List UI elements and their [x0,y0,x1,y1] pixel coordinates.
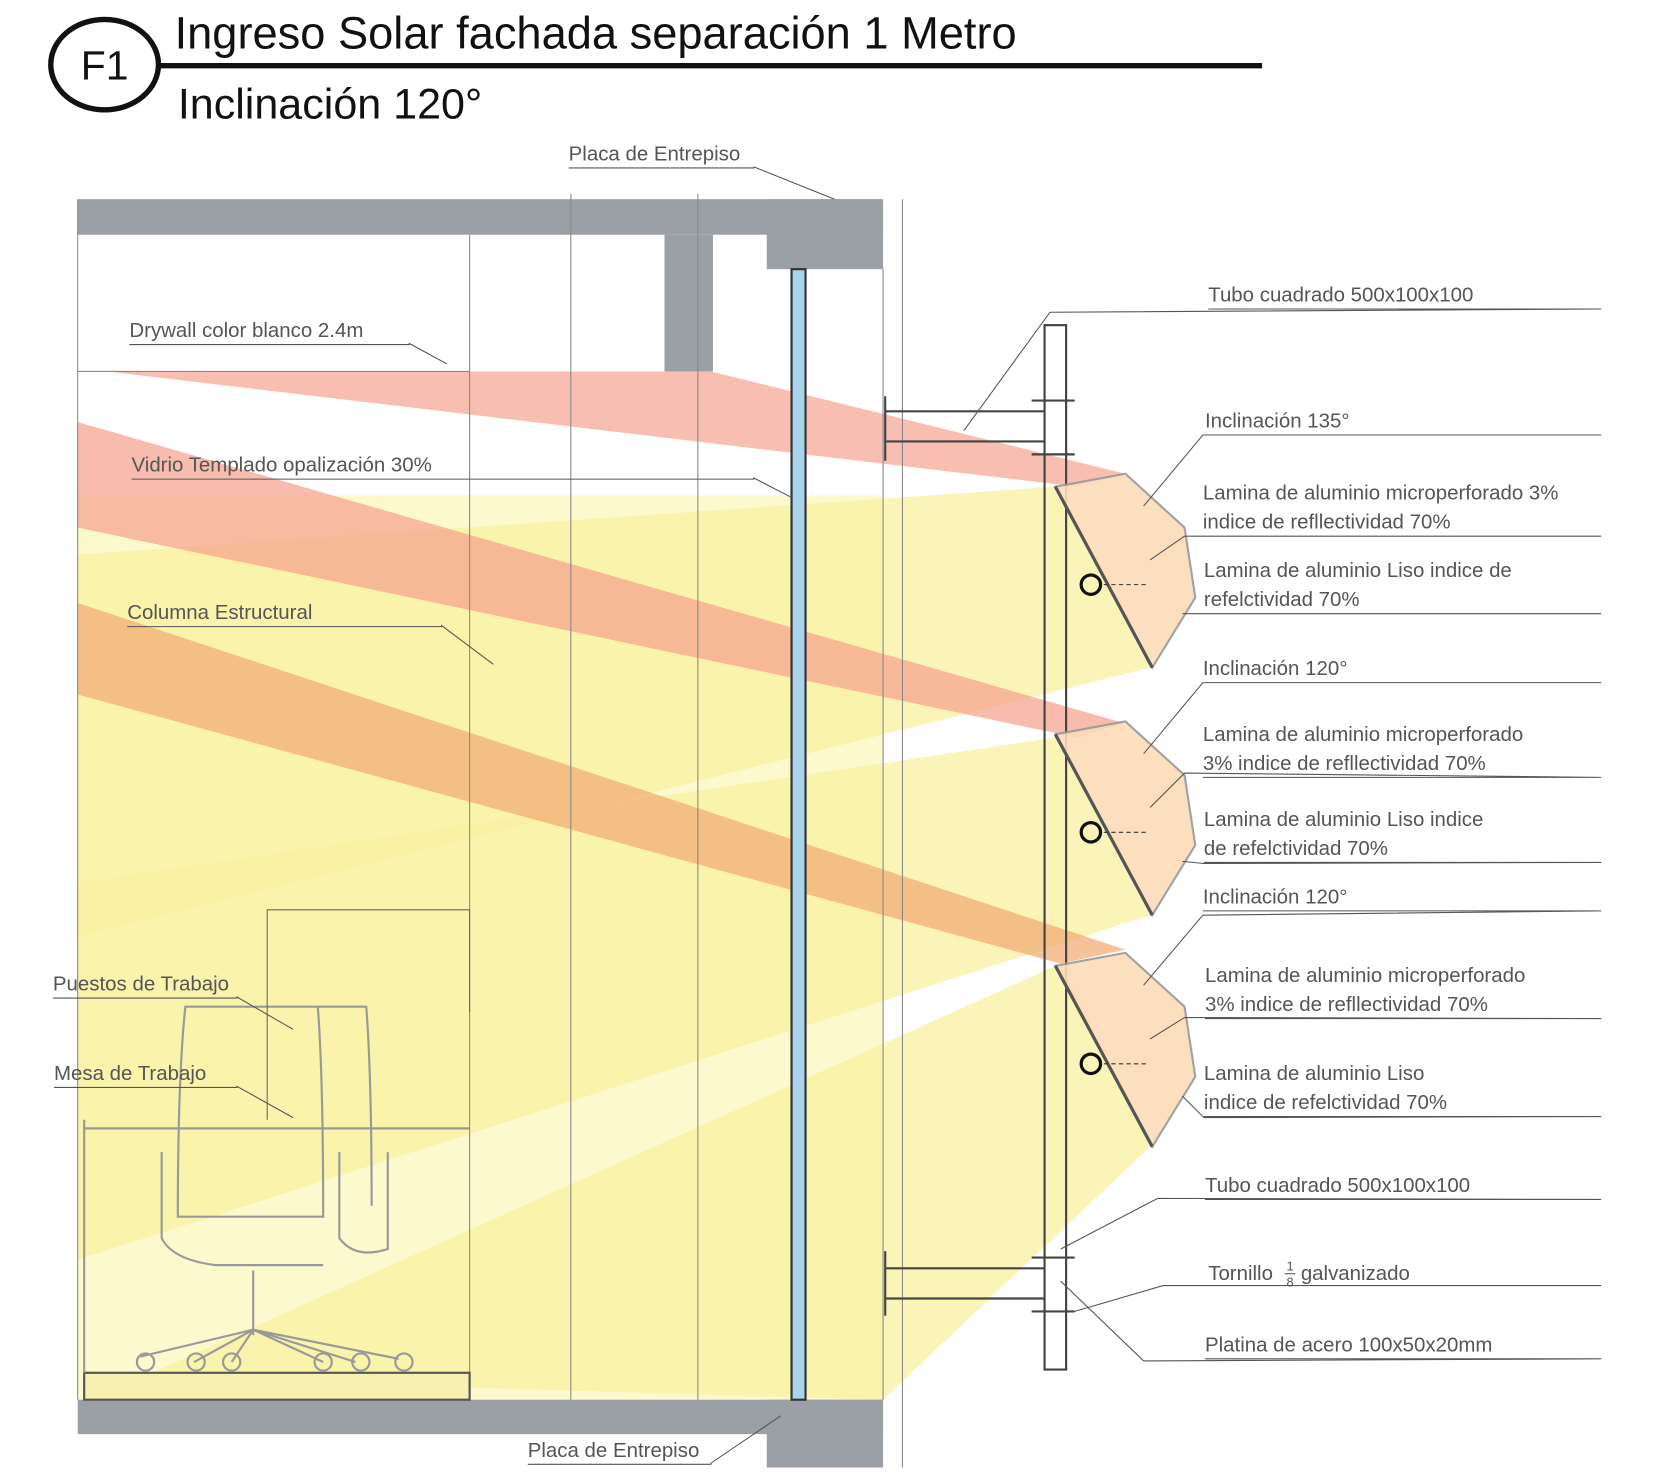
leader-line [1061,1198,1602,1249]
glass [792,269,806,1400]
annotation: Drywall color blanco 2.4m [129,319,447,364]
slab-top [78,199,883,235]
subtitle: Inclinación 120° [178,80,482,128]
annotation: Platina de acero 100x50x20mm [1061,1281,1602,1361]
annotation-text: Mesa de Trabajo [54,1062,206,1085]
annotation-text: 3% indice de refllectividad 70% [1203,752,1486,775]
annotation-text: Placa de Entrepiso [569,142,741,165]
bolt-prefix: Tornillo [1208,1262,1273,1285]
leader-line [1182,861,1601,863]
bolt-denominator: 8 [1286,1275,1293,1290]
leader-line [129,343,447,363]
annotation-text: Tubo cuadrado 500x100x100 [1208,283,1473,306]
annotation-text: Inclinación 135° [1205,409,1350,432]
annotation-text: Tubo cuadrado 500x100x100 [1205,1174,1470,1197]
annotation: Lamina de aluminio microperforado 3% indi… [1150,482,1601,560]
annotation-text: Lamina de aluminio Liso indice [1204,808,1483,831]
annotation-text: de refelctividad 70% [1204,837,1388,860]
annotation-text: Platina de acero 100x50x20mm [1205,1333,1492,1356]
annotation-text: Lamina de aluminio microperforado [1205,964,1525,987]
annotation-text: Puestos de Trabajo [53,973,229,996]
bolt-suffix: galvanizado [1301,1262,1410,1285]
annotation: Lamina de aluminio Liso indice de refelct… [1182,559,1601,614]
annotation: Placa de Entrepiso [569,142,835,199]
annotation: Lamina de aluminio Liso indice de refelct… [1182,1062,1601,1118]
annotation-text: Vidrio Templado opalización 30% [132,454,432,477]
beam [664,235,712,372]
leader-line [1150,1017,1601,1039]
bolt-label: Tornillo 1 8 galvanizado [1075,1259,1602,1312]
slab-drop [767,199,883,269]
annotation: Lamina de aluminio Liso indice de refelct… [1182,808,1601,864]
annotation-text: Inclinación 120° [1203,885,1348,908]
annotation-text: Columna Estructural [127,601,312,624]
annotation-text: Inclinación 120° [1203,657,1348,680]
annotation-text: indice de refelctividad 70% [1204,1091,1447,1114]
annotation-text: Drywall color blanco 2.4m [129,319,363,342]
annotation-text: Lamina de aluminio Liso [1204,1062,1424,1085]
annotation: Lamina de aluminio microperforado 3% indi… [1150,723,1601,808]
annotation-text: refelctividad 70% [1204,588,1360,611]
title: Ingreso Solar fachada separación 1 Metro [175,7,1017,58]
annotation-text: Lamina de aluminio Liso indice de [1204,559,1512,582]
annotation-text: indice de refllectividad 70% [1203,511,1451,534]
annotation-text: 3% indice de refllectividad 70% [1205,993,1488,1016]
drawing: F1 Ingreso Solar fachada separación 1 Me… [0,0,1666,1474]
slab-drop [767,1400,883,1468]
annotation-text: Lamina de aluminio microperforado [1203,723,1523,746]
leader-line [1150,536,1601,560]
leader-line [569,167,835,199]
annotation-text: Lamina de aluminio microperforado 3% [1203,482,1559,505]
annotation: Lamina de aluminio microperforado 3% indi… [1150,964,1601,1039]
room [78,194,1150,1468]
annotation-text: Placa de Entrepiso [528,1439,700,1462]
badge: F1 [81,43,129,89]
bolt-numerator: 1 [1286,1259,1293,1274]
annotation: Tubo cuadrado 500x100x100 [1061,1174,1602,1249]
leader-line [1150,773,1601,807]
